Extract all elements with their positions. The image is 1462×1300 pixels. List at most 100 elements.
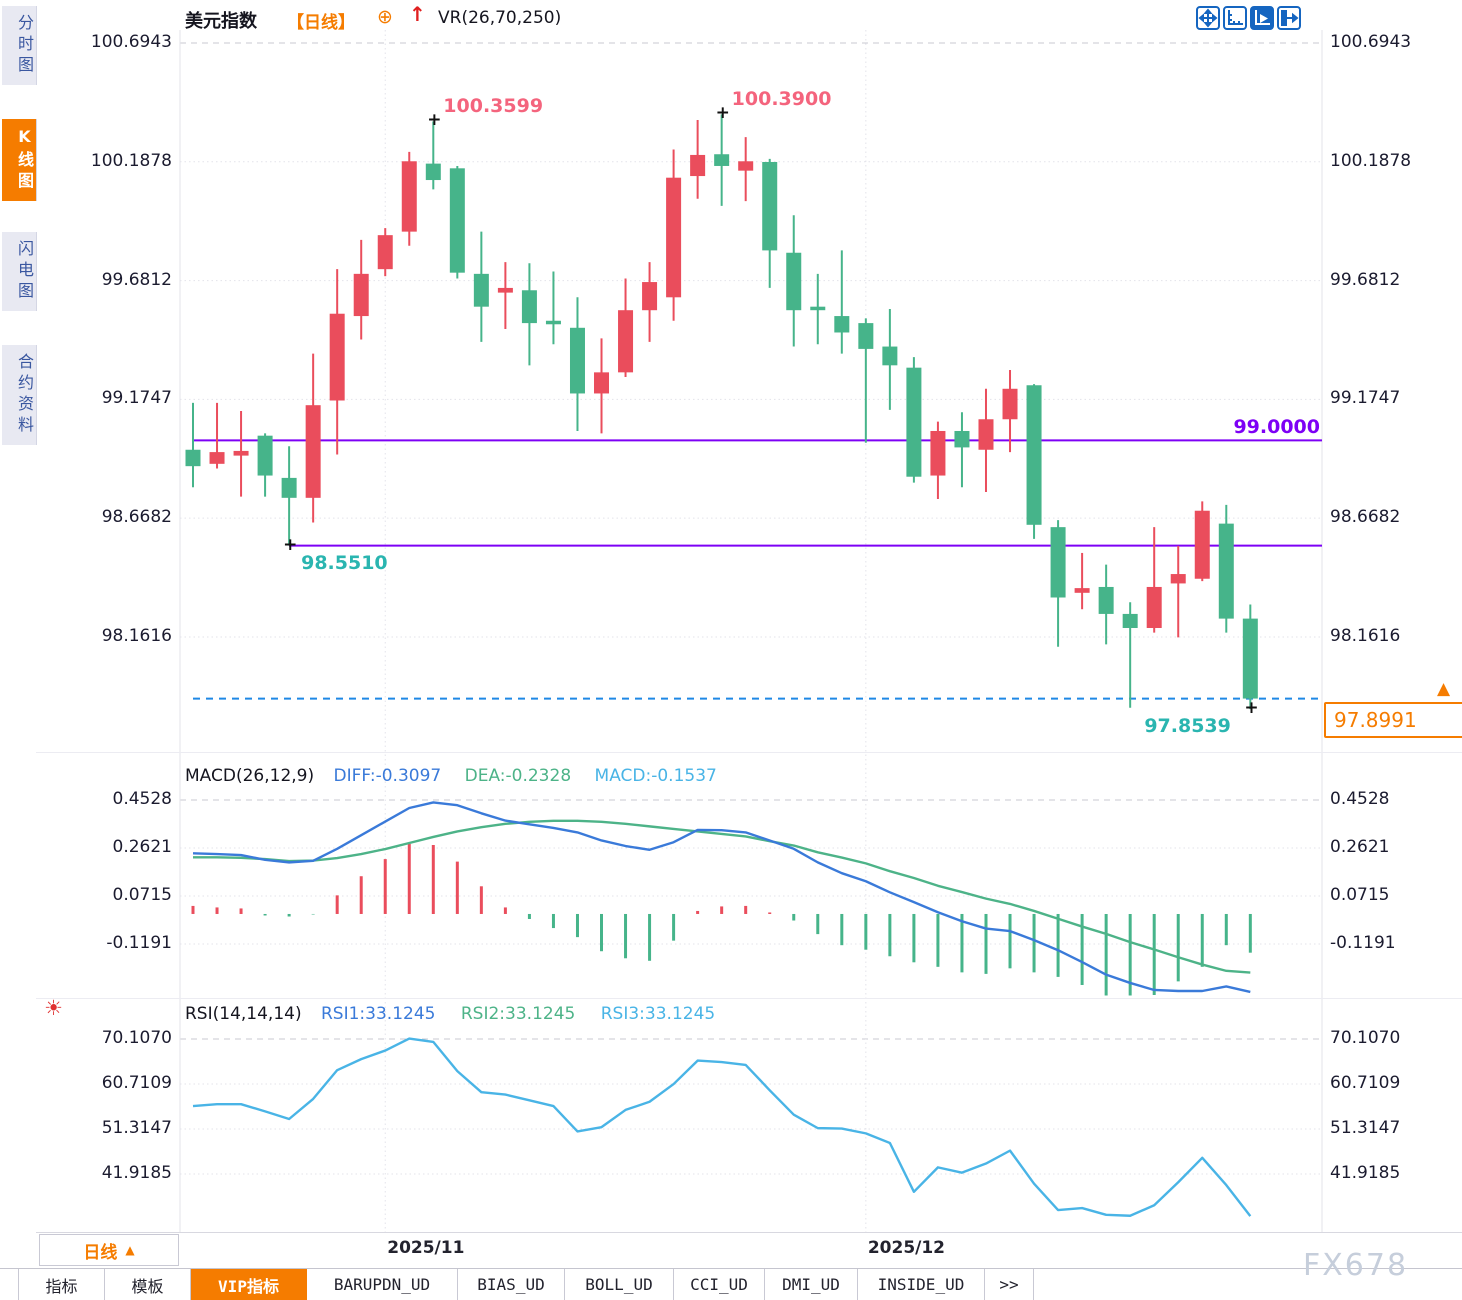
axis-label: 98.6682 xyxy=(1330,507,1401,528)
candle-body xyxy=(834,316,850,333)
candle-body xyxy=(714,154,730,166)
candle-body xyxy=(545,320,561,325)
sidebar-tab-4[interactable]: 合约资料 xyxy=(2,345,37,445)
period-selector-label: 日线 xyxy=(83,1242,118,1263)
indicator-tab-5[interactable]: BIAS_UD xyxy=(458,1269,565,1300)
candle-body xyxy=(1002,388,1018,420)
candle-body xyxy=(185,449,201,467)
candle-body xyxy=(690,154,706,177)
trough-price-label: 98.5510 xyxy=(301,551,388,574)
candle-body xyxy=(1170,574,1186,584)
sidebar-tab-1[interactable]: 分时图 xyxy=(2,6,37,85)
candle-body xyxy=(1122,613,1138,628)
candle-body xyxy=(497,287,513,293)
candle-body xyxy=(1242,618,1258,699)
sidebar-tab-3[interactable]: 闪电图 xyxy=(2,232,37,311)
rsi3-value: RSI3:33.1245 xyxy=(600,1004,716,1024)
candle-body xyxy=(858,323,874,349)
candle-body xyxy=(473,273,489,307)
hline-price-label: 99.0000 xyxy=(1233,416,1320,439)
candle-body xyxy=(954,430,970,448)
axis-label: 0.4528 xyxy=(1330,789,1390,809)
rsi-line xyxy=(192,1037,1252,1217)
indicator-tab-7[interactable]: CCI_UD xyxy=(674,1269,765,1300)
auto-scroll-icon[interactable] xyxy=(1250,6,1274,30)
price-marker-arrow-icon: ▲ xyxy=(1437,679,1451,699)
axis-label: -0.1191 xyxy=(1330,932,1396,953)
axis-label: 41.9185 xyxy=(101,1163,172,1183)
indicator-tab-6[interactable]: BOLL_UD xyxy=(565,1269,674,1300)
macd-macd-value: MACD:-0.1537 xyxy=(594,766,717,786)
chevron-up-icon: ▲ xyxy=(125,1243,135,1257)
candle-body xyxy=(569,327,585,394)
rsi-title: RSI(14,14,14) xyxy=(185,1004,302,1024)
axis-label: 99.6812 xyxy=(1330,269,1401,290)
candle-body xyxy=(1218,523,1234,619)
macd-header: MACD(26,12,9) DIFF:-0.3097 DEA:-0.2328 M… xyxy=(185,766,717,786)
period-selector-button[interactable]: 日线 ▲ xyxy=(39,1234,179,1266)
candle-body xyxy=(1194,510,1210,579)
jump-latest-icon[interactable] xyxy=(1277,6,1301,30)
axis-label: 99.1747 xyxy=(101,388,172,409)
candle-body xyxy=(594,372,610,394)
candle-body xyxy=(906,367,922,477)
axis-label: 51.3147 xyxy=(101,1118,172,1138)
indicator-tab-4[interactable]: BARUPDN_UD xyxy=(307,1269,458,1300)
candle-body xyxy=(305,405,321,498)
extreme-marker-cross: + xyxy=(1244,698,1259,719)
indicator-tab-8[interactable]: DMI_UD xyxy=(765,1269,858,1300)
candle-body xyxy=(666,177,682,298)
axis-label: 99.1747 xyxy=(1330,388,1401,409)
candle-body xyxy=(738,161,754,171)
pan-tool-icon[interactable] xyxy=(1196,6,1220,30)
candle-body xyxy=(425,163,441,181)
indicator-tab-bar: 指标 模板 VIP指标 BARUPDN_UD BIAS_UD BOLL_UD CCI_UD D… xyxy=(0,1268,1462,1300)
trough-price-label: 97.8539 xyxy=(1144,715,1231,738)
sidebar-tab-2[interactable]: K线图 xyxy=(2,119,37,201)
symbol-title: 美元指数 xyxy=(185,11,257,32)
candle-body xyxy=(353,273,369,317)
candle-body xyxy=(401,161,417,232)
watermark: FX678 xyxy=(1303,1248,1409,1283)
macd-dea-line xyxy=(193,819,1251,974)
extreme-marker-cross: + xyxy=(715,103,730,124)
panel-separator xyxy=(36,1232,1462,1233)
extreme-marker-cross: + xyxy=(427,110,442,131)
axis-label: 70.1070 xyxy=(1330,1028,1401,1048)
axis-scale-icon[interactable] xyxy=(1223,6,1247,30)
axis-label: 0.2621 xyxy=(112,837,172,857)
macd-dea-value: DEA:-0.2328 xyxy=(464,766,572,786)
axis-label: 99.6812 xyxy=(101,269,172,290)
axis-label: 60.7109 xyxy=(1330,1073,1401,1093)
indicator-tab-2[interactable]: 模板 xyxy=(105,1269,191,1300)
overlay-indicator-label[interactable]: VR(26,70,250) xyxy=(438,8,562,28)
up-arrow-icon: ↑ xyxy=(409,2,426,26)
more-tabs-button[interactable]: >> xyxy=(985,1269,1034,1300)
indicator-tab-1[interactable]: 指标 xyxy=(18,1269,105,1300)
axis-label: 70.1070 xyxy=(101,1028,172,1048)
axis-label: 100.6943 xyxy=(90,32,172,52)
current-price-badge: 97.8991 xyxy=(1324,702,1462,738)
candle-body xyxy=(1146,586,1162,628)
indicator-settings-icon[interactable]: ☀ xyxy=(44,996,63,1020)
candle-body xyxy=(642,282,658,311)
indicator-tab-9[interactable]: INSIDE_UD xyxy=(858,1269,985,1300)
period-tag[interactable]: 【日线】 xyxy=(287,13,355,33)
axis-label: 100.1878 xyxy=(90,150,172,171)
axis-label: 0.0715 xyxy=(112,884,172,905)
axis-label: 41.9185 xyxy=(1330,1163,1401,1183)
peak-price-label: 100.3900 xyxy=(731,88,832,111)
axis-label: 98.1616 xyxy=(1330,626,1401,646)
rsi-header: RSI(14,14,14) RSI1:33.1245 RSI2:33.1245 … xyxy=(185,1004,715,1024)
axis-label: 51.3147 xyxy=(1330,1118,1401,1138)
candle-body xyxy=(930,430,946,476)
candle-body xyxy=(1026,385,1042,525)
macd-diff-line xyxy=(192,801,1251,994)
panel-separator xyxy=(36,998,1462,999)
candle-body xyxy=(1098,586,1114,614)
add-indicator-icon[interactable]: ⊕ xyxy=(377,6,393,28)
indicator-tab-3[interactable]: VIP指标 xyxy=(191,1269,307,1300)
axis-label: 100.1878 xyxy=(1330,150,1412,171)
